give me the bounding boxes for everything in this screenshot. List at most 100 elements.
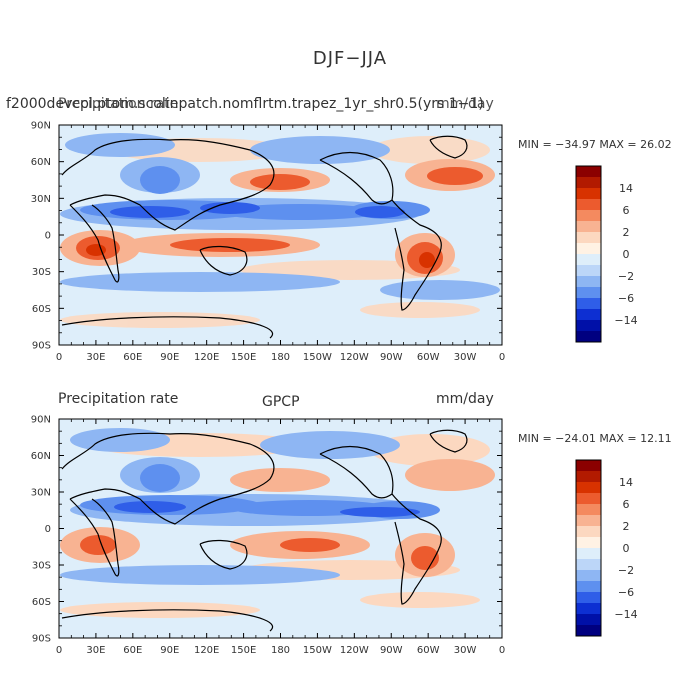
lon-label: 120W [340,352,369,363]
panel1-min-max: MIN = −34.97 MAX = 26.02 [518,138,672,151]
lon-label: 60W [417,352,440,363]
colorbar-swatch [576,614,601,626]
colorbar-label: −6 [618,586,634,599]
panel2-variable-title: Precipitation rate [58,391,179,407]
lat-label: 30S [32,561,51,572]
colorbar-swatch [576,166,601,178]
colorbar-swatch [576,581,601,593]
lat-label: 90S [32,341,51,352]
lat-label: 60S [32,304,51,315]
colorbar-label: 0 [623,248,630,261]
colorbar-swatch [576,515,601,527]
panel1-map [59,125,502,345]
lat-label: 90N [31,415,51,426]
panel1-units: mm/day [436,96,494,112]
colorbar-swatch [576,603,601,615]
colorbar-swatch [576,526,601,538]
colorbar-swatch [576,331,601,343]
colorbar-swatch [576,320,601,332]
colorbar-label: 14 [619,182,633,195]
lon-label: 120W [340,645,369,656]
lon-label: 60E [123,352,142,363]
colorbar-label: 2 [623,226,630,239]
lon-label: 180 [271,645,290,656]
lat-label: 30S [32,267,51,278]
colorbar-swatch [576,177,601,189]
lon-label: 30E [86,645,105,656]
lat-label: 60N [31,451,51,462]
lon-label: 180 [271,352,290,363]
colorbar-swatch [576,625,601,637]
lon-label: 0 [499,352,505,363]
lon-label: 60E [123,645,142,656]
panel2-coastlines [61,429,468,632]
colorbar-label: −2 [618,270,634,283]
colorbar-swatch [576,232,601,244]
colorbar-swatch [576,221,601,233]
lon-label: 150E [231,352,256,363]
lon-label: 120E [194,645,219,656]
colorbar-swatch [576,537,601,549]
colorbar-swatch [576,460,601,472]
main-title: DJF−JJA [312,48,388,69]
colorbar-swatch [576,471,601,483]
colorbar-swatch [576,254,601,266]
lon-label: 0 [56,352,62,363]
lat-label: 30N [31,194,51,205]
colorbar-swatch [576,199,601,211]
lon-label: 150E [231,645,256,656]
panel2-map [59,419,502,638]
colorbar-swatch [576,276,601,288]
colorbar-frame [575,165,602,343]
lon-label: 90W [380,645,403,656]
colorbar-swatch [576,482,601,494]
colorbar-label: −2 [618,564,634,577]
colorbar-label: 6 [623,498,630,511]
lat-label: 90N [31,121,51,132]
lon-label: 90E [160,645,179,656]
colorbar-label: 14 [619,476,633,489]
colorbar-swatch [576,570,601,582]
colorbar-label: 0 [623,542,630,555]
lat-label: 0 [45,231,51,242]
colorbar-swatch [576,210,601,222]
colorbar-label: −14 [614,608,637,621]
panel2-min-max: MIN = −24.01 MAX = 12.11 [518,432,672,445]
lon-label: 30W [454,645,477,656]
colorbar-label: 6 [623,204,630,217]
colorbar-swatch [576,493,601,505]
colorbar-swatch [576,504,601,516]
lat-label: 90S [32,634,51,645]
colorbar-swatch [576,309,601,321]
lon-label: 60W [417,645,440,656]
colorbar-swatch [576,188,601,200]
panel1-case-title: f2000devcpl.ptom.scolinpatch.nomflrtm.tr… [6,96,484,112]
lon-label: 90E [160,352,179,363]
lon-label: 120E [194,352,219,363]
lon-label: 150W [303,352,332,363]
colorbar-label: −14 [614,314,637,327]
colorbar-label: −6 [618,292,634,305]
colorbar-swatch [576,548,601,560]
colorbar-swatch [576,265,601,277]
lat-label: 0 [45,524,51,535]
lon-label: 30W [454,352,477,363]
colorbar-frame [575,459,602,637]
colorbar-swatch [576,559,601,571]
lon-label: 30E [86,352,105,363]
lat-label: 60N [31,157,51,168]
panel1-variable-title: Precipitation rate [58,96,179,112]
lon-label: 0 [56,645,62,656]
lon-label: 0 [499,645,505,656]
colorbar-swatch [576,243,601,255]
colorbar-swatch [576,592,601,604]
lat-label: 30N [31,488,51,499]
colorbar-swatch [576,298,601,310]
lat-label: 60S [32,597,51,608]
lon-label: 150W [303,645,332,656]
colorbar-swatch [576,287,601,299]
panel1-coastlines [61,135,468,339]
panel2-dataset-title: GPCP [262,394,300,410]
panel2-units: mm/day [436,391,494,407]
